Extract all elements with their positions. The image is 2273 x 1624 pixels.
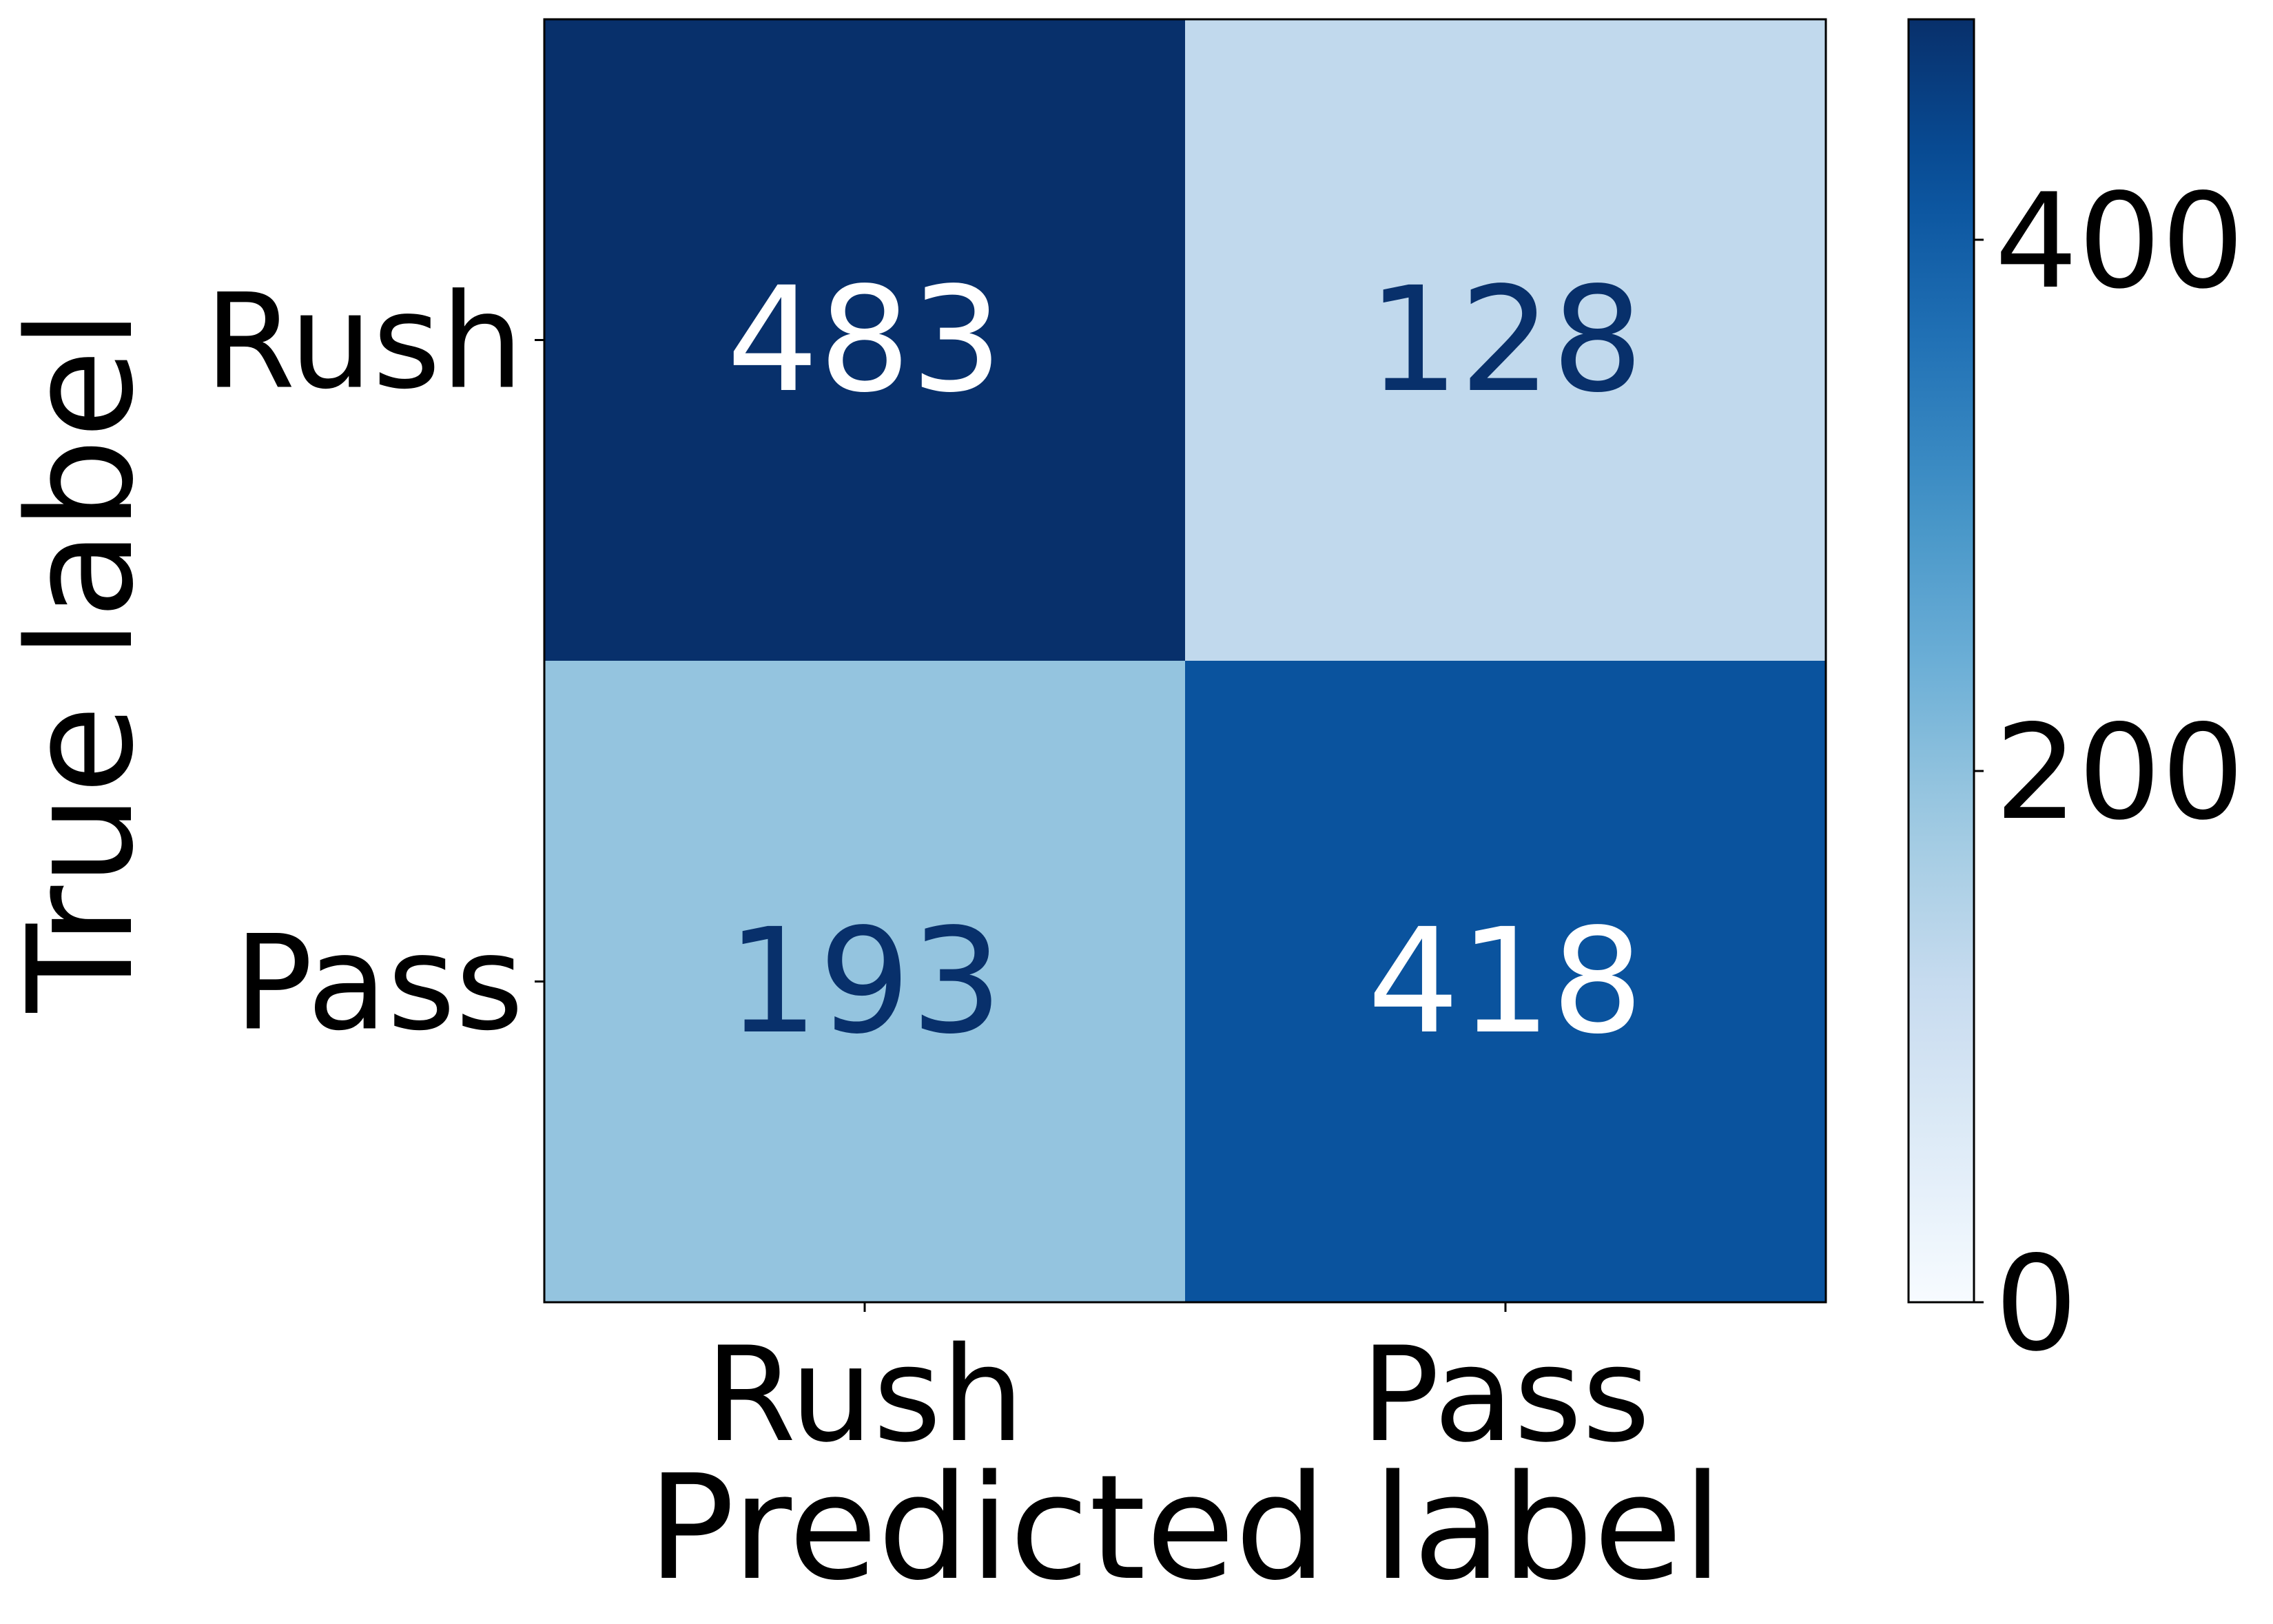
colorbar: 0 200 400 — [1907, 18, 2245, 1380]
colorbar-tick-label: 200 — [1995, 697, 2245, 849]
y-tick-label-rush: Rush — [205, 266, 524, 418]
heatmap-cell-pass-rush — [544, 661, 1186, 1303]
colorbar-gradient — [1907, 18, 1975, 1304]
y-axis-ticks: Rush Pass — [205, 266, 544, 1060]
colorbar-tick-label: 0 — [1995, 1228, 2078, 1380]
heatmap-cell-rush-rush — [544, 19, 1186, 661]
heatmap-cell-labels: 483 128 193 418 — [727, 256, 1644, 1066]
x-tick-label-rush: Rush — [705, 1319, 1024, 1471]
y-axis-label: True label — [0, 309, 165, 1014]
x-tick-label-pass: Pass — [1361, 1319, 1650, 1471]
cell-value-label: 483 — [727, 256, 1003, 424]
plot-frame — [543, 18, 1827, 1304]
x-axis-ticks: Rush Pass — [705, 1302, 1650, 1471]
cell-value-label: 193 — [727, 897, 1003, 1066]
cell-value-label: 418 — [1368, 897, 1644, 1066]
colorbar-ticks: 0 200 400 — [1974, 165, 2245, 1380]
cell-value-label: 128 — [1368, 256, 1644, 424]
heatmap-cell-pass-pass — [1185, 661, 1827, 1303]
heatmap-cell-rush-pass — [1185, 19, 1827, 661]
heatmap-cells — [544, 19, 1827, 1303]
y-tick-label-pass: Pass — [234, 907, 524, 1060]
colorbar-tick-label: 400 — [1995, 165, 2245, 318]
x-axis-label: Predicted label — [648, 1443, 1722, 1612]
